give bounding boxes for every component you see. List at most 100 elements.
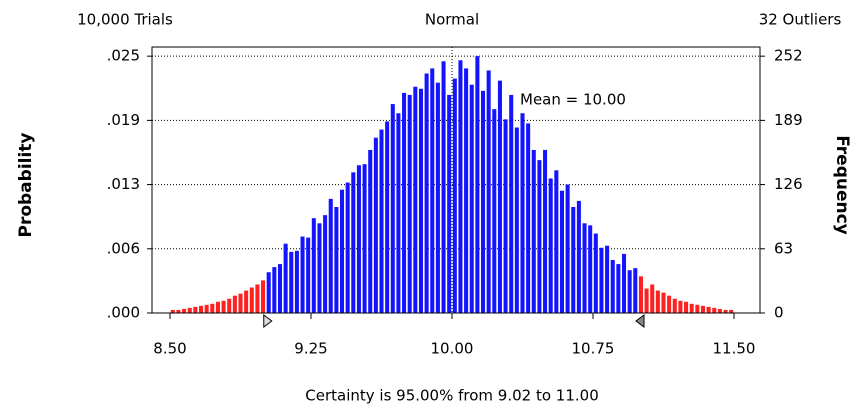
bar xyxy=(672,298,677,313)
bar xyxy=(509,94,514,313)
bar xyxy=(689,303,694,313)
y-tick-label: .000 xyxy=(107,304,140,322)
bar xyxy=(199,305,204,313)
bar xyxy=(695,304,700,313)
bar xyxy=(616,264,621,313)
bar xyxy=(655,290,660,313)
y2-tick-label: 126 xyxy=(774,175,803,193)
bar xyxy=(593,233,598,313)
bar xyxy=(576,200,581,313)
y-tick-label: .006 xyxy=(107,239,140,257)
bar xyxy=(379,129,384,313)
chart-title: Normal xyxy=(425,11,479,29)
certainty-marker xyxy=(635,314,645,328)
bar xyxy=(345,182,350,313)
certainty-text: Certainty is 95.00% from 9.02 to 11.00 xyxy=(305,387,598,405)
bar xyxy=(554,170,559,313)
bar xyxy=(362,164,367,313)
bar xyxy=(458,60,463,314)
bar xyxy=(407,94,412,313)
bar xyxy=(215,301,220,313)
bar xyxy=(418,88,423,314)
x-tick-label: 8.50 xyxy=(153,340,186,358)
bar xyxy=(729,309,734,313)
bar xyxy=(227,298,232,313)
bar xyxy=(221,300,226,313)
bar xyxy=(520,113,525,313)
bar xyxy=(526,123,531,313)
bar xyxy=(441,61,446,313)
bar xyxy=(294,250,299,313)
bar xyxy=(413,86,418,313)
bar xyxy=(610,260,615,313)
bar xyxy=(582,223,587,313)
bar xyxy=(277,264,282,313)
bar xyxy=(402,92,407,314)
bar xyxy=(503,119,508,313)
bar xyxy=(464,68,469,313)
bar xyxy=(182,308,187,313)
bar xyxy=(289,251,294,313)
bar xyxy=(232,295,237,313)
bar xyxy=(238,293,243,313)
bar xyxy=(255,284,260,313)
bar xyxy=(373,137,378,313)
bar xyxy=(244,290,249,313)
y2-tick-label: 252 xyxy=(774,47,803,65)
y2-axis-label: Frequency xyxy=(832,135,852,235)
bar xyxy=(452,78,457,313)
annotation: Mean = 10.00 xyxy=(520,91,626,109)
bar xyxy=(193,306,198,313)
bar xyxy=(531,149,536,313)
bar xyxy=(537,160,542,313)
bar xyxy=(283,243,288,313)
bar xyxy=(638,276,643,313)
x-tick-label: 9.25 xyxy=(294,340,327,358)
bar xyxy=(356,165,361,313)
trials-label: 10,000 Trials xyxy=(77,11,173,29)
bar xyxy=(424,73,429,314)
bar xyxy=(684,301,689,313)
bar xyxy=(559,190,564,313)
bar xyxy=(588,225,593,313)
bar xyxy=(650,284,655,313)
x-tick-label: 10.00 xyxy=(431,340,474,358)
bar xyxy=(599,247,604,313)
bar xyxy=(700,305,705,313)
y2-tick-label: 63 xyxy=(774,239,793,257)
bar xyxy=(447,94,452,313)
y-tick-label: .019 xyxy=(107,111,140,129)
bar xyxy=(368,149,373,313)
y2-tick-label: 189 xyxy=(774,111,803,129)
bar xyxy=(272,267,277,313)
bar xyxy=(390,104,395,313)
plot-frame xyxy=(151,46,761,314)
bar xyxy=(706,306,711,313)
bar xyxy=(351,172,356,313)
bar xyxy=(571,207,576,313)
bar xyxy=(486,70,491,313)
bar xyxy=(644,288,649,313)
bar xyxy=(712,307,717,313)
outliers-label: 32 Outliers xyxy=(759,11,842,29)
bar xyxy=(633,268,638,313)
x-tick-label: 11.50 xyxy=(713,340,756,358)
x-tick-label: 10.75 xyxy=(572,340,615,358)
bar xyxy=(187,307,192,313)
bar xyxy=(266,272,271,313)
bar xyxy=(334,207,339,313)
bar xyxy=(311,218,316,313)
y-tick-label: .013 xyxy=(107,175,140,193)
bar xyxy=(306,237,311,313)
bar xyxy=(176,309,181,313)
bar xyxy=(210,303,215,313)
bar xyxy=(605,245,610,313)
bar xyxy=(435,82,440,313)
bar xyxy=(430,68,435,313)
bar xyxy=(300,236,305,313)
bar xyxy=(249,287,254,313)
bar xyxy=(317,223,322,313)
bar xyxy=(385,121,390,313)
bar xyxy=(475,56,480,313)
